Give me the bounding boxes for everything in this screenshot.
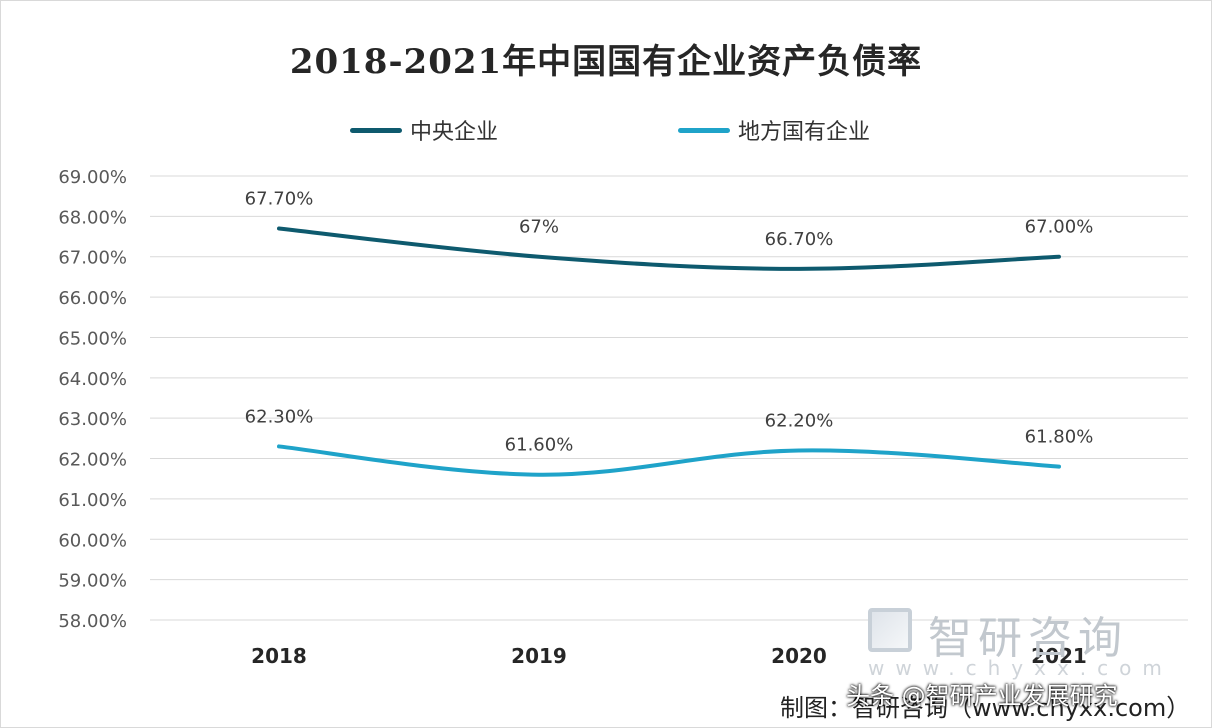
data-label: 62.30% [245, 406, 314, 427]
y-tick-label: 69.00% [58, 167, 127, 188]
data-label: 61.60% [505, 435, 574, 456]
legend-item-central: 中央企业 [350, 114, 498, 146]
source-credit: 制图：智研咨询（www.chyxx.com） [780, 694, 1191, 722]
y-tick-label: 65.00% [58, 328, 127, 349]
data-label: 67.70% [245, 188, 314, 209]
x-tick-label: 2020 [771, 644, 827, 668]
data-label: 67% [519, 217, 559, 238]
watermark-brand: 智研咨询 [928, 613, 1128, 664]
y-tick-label: 68.00% [58, 207, 127, 228]
x-tick-label: 2018 [251, 644, 307, 668]
legend-swatch-central [350, 127, 402, 133]
legend-label-local: 地方国有企业 [738, 120, 871, 145]
series-line-central [277, 226, 1061, 271]
legend-item-local: 地方国有企业 [678, 114, 870, 146]
watermark: 智研咨询 www.chyxx.com [868, 606, 1188, 680]
data-label: 67.00% [1025, 217, 1094, 238]
y-tick-label: 59.00% [58, 571, 127, 592]
y-tick-label: 62.00% [58, 450, 127, 471]
data-label: 62.20% [765, 410, 834, 431]
y-tick-label: 67.00% [58, 248, 127, 269]
legend: 中央企业 地方国有企业 [0, 114, 1212, 146]
watermark-logo-icon [868, 608, 912, 652]
data-label: 66.70% [765, 229, 834, 250]
y-tick-label: 60.00% [58, 530, 127, 551]
x-tick-label: 2021 [1031, 644, 1087, 668]
watermark-url: www.chyxx.com [868, 656, 1173, 680]
y-tick-label: 66.00% [58, 288, 127, 309]
platform-watermark: 头条 @智研产业发展研究 [846, 682, 1118, 710]
legend-label-central: 中央企业 [410, 120, 499, 145]
y-tick-label: 58.00% [58, 611, 127, 632]
legend-swatch-local [678, 127, 730, 133]
y-tick-label: 63.00% [58, 409, 127, 430]
series-line-local [277, 444, 1061, 477]
chart-title: 2018-2021年中国国有企业资产负债率 [289, 42, 923, 82]
y-tick-label: 61.00% [58, 490, 127, 511]
y-tick-label: 64.00% [58, 369, 127, 390]
x-tick-label: 2019 [511, 644, 567, 668]
data-label: 61.80% [1025, 427, 1094, 448]
